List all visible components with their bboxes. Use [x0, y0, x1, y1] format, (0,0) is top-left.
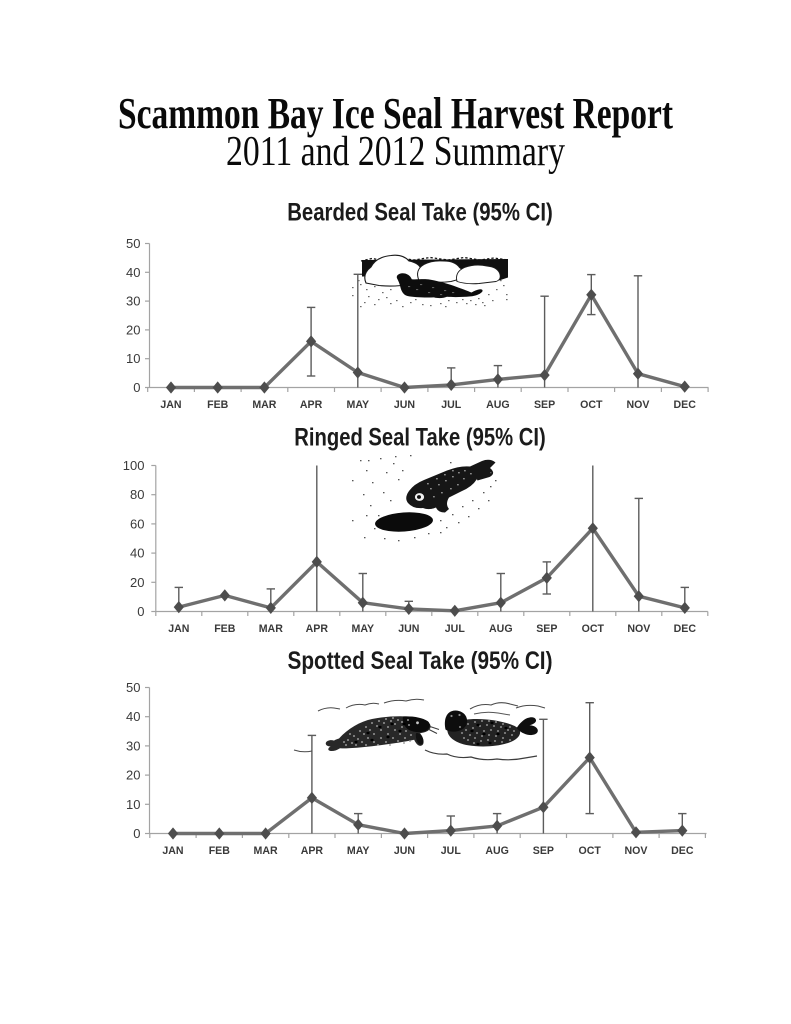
svg-text:AUG: AUG: [489, 623, 513, 635]
svg-text:DEC: DEC: [674, 399, 697, 411]
svg-text:0: 0: [137, 604, 144, 619]
svg-text:DEC: DEC: [671, 845, 694, 857]
svg-text:Bearded Seal Take (95% CI): Bearded Seal Take (95% CI): [287, 199, 553, 227]
svg-text:JUN: JUN: [394, 845, 415, 857]
svg-text:50: 50: [126, 680, 140, 695]
svg-text:JUN: JUN: [394, 399, 415, 411]
svg-text:JAN: JAN: [160, 399, 181, 411]
svg-text:FEB: FEB: [207, 399, 229, 411]
svg-text:OCT: OCT: [582, 623, 605, 635]
svg-text:APR: APR: [300, 399, 323, 411]
svg-text:OCT: OCT: [579, 845, 602, 857]
svg-text:NOV: NOV: [627, 623, 650, 635]
svg-text:30: 30: [126, 294, 140, 309]
svg-text:NOV: NOV: [627, 399, 650, 411]
svg-text:Spotted Seal Take (95% CI): Spotted Seal Take (95% CI): [288, 647, 553, 675]
svg-text:10: 10: [126, 351, 140, 366]
svg-text:20: 20: [126, 768, 140, 783]
svg-text:JUL: JUL: [441, 845, 462, 857]
svg-text:60: 60: [130, 516, 144, 531]
svg-text:100: 100: [123, 458, 145, 473]
svg-text:20: 20: [126, 322, 140, 337]
svg-text:MAR: MAR: [252, 399, 276, 411]
svg-text:40: 40: [126, 265, 140, 280]
svg-text:Ringed Seal Take (95% CI): Ringed Seal Take (95% CI): [294, 424, 546, 452]
svg-text:JUL: JUL: [441, 399, 462, 411]
svg-text:JAN: JAN: [162, 845, 183, 857]
svg-text:MAY: MAY: [347, 399, 370, 411]
svg-text:AUG: AUG: [485, 845, 509, 857]
svg-text:20: 20: [130, 575, 144, 590]
svg-text:30: 30: [126, 738, 140, 753]
svg-text:APR: APR: [306, 623, 329, 635]
svg-text:Scammon Bay Ice Seal Harvest R: Scammon Bay Ice Seal Harvest Report: [118, 88, 673, 138]
svg-text:OCT: OCT: [580, 399, 603, 411]
svg-text:0: 0: [133, 826, 140, 841]
svg-text:40: 40: [126, 709, 140, 724]
svg-text:SEP: SEP: [534, 399, 555, 411]
svg-text:JUN: JUN: [398, 623, 419, 635]
svg-text:FEB: FEB: [214, 623, 236, 635]
svg-text:FEB: FEB: [209, 845, 231, 857]
svg-text:MAY: MAY: [352, 623, 375, 635]
svg-text:APR: APR: [301, 845, 324, 857]
svg-text:AUG: AUG: [486, 399, 510, 411]
svg-text:MAR: MAR: [259, 623, 283, 635]
svg-text:40: 40: [130, 546, 144, 561]
svg-text:10: 10: [126, 797, 140, 812]
svg-text:DEC: DEC: [674, 623, 697, 635]
svg-text:SEP: SEP: [533, 845, 554, 857]
svg-text:MAR: MAR: [254, 845, 278, 857]
svg-text:SEP: SEP: [536, 623, 557, 635]
svg-text:80: 80: [130, 487, 144, 502]
svg-text:JAN: JAN: [168, 623, 189, 635]
svg-text:50: 50: [126, 236, 140, 251]
svg-text:0: 0: [133, 380, 140, 395]
svg-text:2011 and 2012 Summary: 2011 and 2012 Summary: [226, 129, 565, 175]
svg-text:NOV: NOV: [625, 845, 648, 857]
svg-text:JUL: JUL: [445, 623, 466, 635]
svg-text:MAY: MAY: [347, 845, 370, 857]
